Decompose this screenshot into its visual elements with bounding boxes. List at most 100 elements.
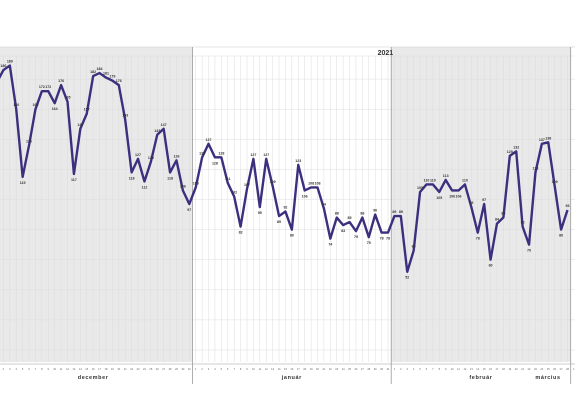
data-label: 66	[412, 245, 416, 249]
x-tick-label: 7	[35, 367, 37, 371]
x-tick-label: 30	[181, 367, 184, 371]
data-label: 128	[218, 151, 224, 155]
x-tick-label: 27	[560, 367, 563, 371]
x-tick-label: 10	[451, 367, 454, 371]
data-label: 147	[77, 123, 83, 127]
data-label: 125	[148, 156, 154, 160]
x-tick-label: 17	[98, 367, 101, 371]
x-tick-label: 2	[201, 367, 203, 371]
data-label: 70	[527, 249, 531, 253]
x-tick-label: 5	[221, 367, 223, 371]
data-label: 106	[449, 194, 455, 198]
data-label: 89	[392, 210, 396, 214]
data-label: 109	[552, 180, 558, 184]
x-tick-label: 29	[374, 367, 377, 371]
x-tick-label: 12	[66, 367, 69, 371]
x-tick-label: 24	[342, 367, 345, 371]
data-label: 118	[167, 176, 173, 180]
data-label: 123	[295, 159, 301, 163]
x-tick-label: 26	[355, 367, 358, 371]
data-label: 137	[539, 138, 545, 142]
x-tick-label: 31	[188, 367, 191, 371]
data-label: 110	[462, 178, 468, 182]
data-label: 105	[436, 196, 442, 200]
data-label: 176	[116, 79, 122, 83]
data-label: 147	[161, 123, 167, 127]
data-label: 126	[173, 154, 179, 158]
x-tick-label: 23	[137, 367, 140, 371]
data-label: 78	[386, 237, 390, 241]
data-label: 82	[239, 231, 243, 235]
x-tick-label: 3	[208, 367, 210, 371]
x-tick-label: 27	[162, 367, 165, 371]
data-label: 153	[122, 114, 128, 118]
x-tick-label: 13	[72, 367, 75, 371]
data-label: 84	[495, 218, 499, 222]
x-tick-label: 27	[361, 367, 364, 371]
data-label: 105	[417, 186, 423, 190]
x-tick-label: 1	[195, 367, 197, 371]
x-tick-label: 21	[521, 367, 524, 371]
data-label: 83	[341, 229, 345, 233]
x-tick-label: 7	[432, 367, 434, 371]
x-tick-label: 25	[149, 367, 152, 371]
data-label: 186	[0, 64, 6, 68]
x-tick-label: 18	[105, 367, 108, 371]
data-label: 95	[258, 211, 262, 215]
month-label-március: március	[535, 375, 560, 381]
data-label: 89	[399, 210, 403, 214]
x-tick-label: 29	[175, 367, 178, 371]
x-tick-label: 12	[463, 367, 466, 371]
x-tick-label: 5	[419, 367, 421, 371]
data-label: 102	[231, 190, 237, 194]
x-tick-label: 8	[240, 367, 242, 371]
x-tick-label: 20	[515, 367, 518, 371]
data-label: 160	[13, 103, 19, 107]
data-label: 78	[380, 237, 384, 241]
x-tick-label: 21	[322, 367, 325, 371]
x-tick-label: 25	[547, 367, 550, 371]
data-label: 97	[187, 208, 191, 212]
data-label: 184	[97, 67, 103, 71]
data-label: 136	[26, 139, 32, 143]
year-label: 2021	[378, 50, 394, 57]
series-line	[0, 64, 569, 273]
data-label: 89	[277, 220, 281, 224]
data-label: 189	[7, 60, 13, 64]
data-label: 137	[206, 138, 212, 142]
data-label: 181	[103, 72, 109, 76]
data-label: 128	[212, 161, 218, 165]
x-tick-label: 31	[387, 367, 390, 371]
x-tick-label: 11	[60, 367, 63, 371]
data-label: 157	[84, 108, 90, 112]
data-label: 106	[456, 194, 462, 198]
data-label: 179	[109, 75, 115, 79]
x-tick-label: 28	[566, 367, 569, 371]
x-tick-label: 20	[117, 367, 120, 371]
data-label: 95	[469, 201, 473, 205]
data-label: 111	[225, 177, 231, 181]
x-tick-label: 13	[271, 367, 274, 371]
x-tick-label: 22	[130, 367, 133, 371]
data-label: 129	[507, 150, 513, 154]
data-label: 110	[430, 178, 436, 182]
data-label: 115	[20, 181, 26, 185]
data-label: 112	[142, 185, 148, 189]
x-tick-label: 22	[528, 367, 531, 371]
data-label: 127	[135, 153, 141, 157]
x-tick-label: 24	[540, 367, 543, 371]
x-tick-label: 26	[156, 367, 159, 371]
data-label: 92	[283, 206, 287, 210]
data-label: 160	[32, 103, 38, 107]
data-label: 176	[58, 79, 64, 83]
x-tick-label: 10	[252, 367, 255, 371]
data-label: 109	[270, 180, 276, 184]
x-tick-label: 28	[367, 367, 370, 371]
data-label: 108	[315, 181, 321, 185]
x-tick-label: 11	[258, 367, 261, 371]
x-tick-label: 23	[534, 367, 537, 371]
data-label: 82	[521, 221, 525, 225]
x-tick-label: 26	[553, 367, 556, 371]
data-label: 117	[71, 178, 77, 182]
